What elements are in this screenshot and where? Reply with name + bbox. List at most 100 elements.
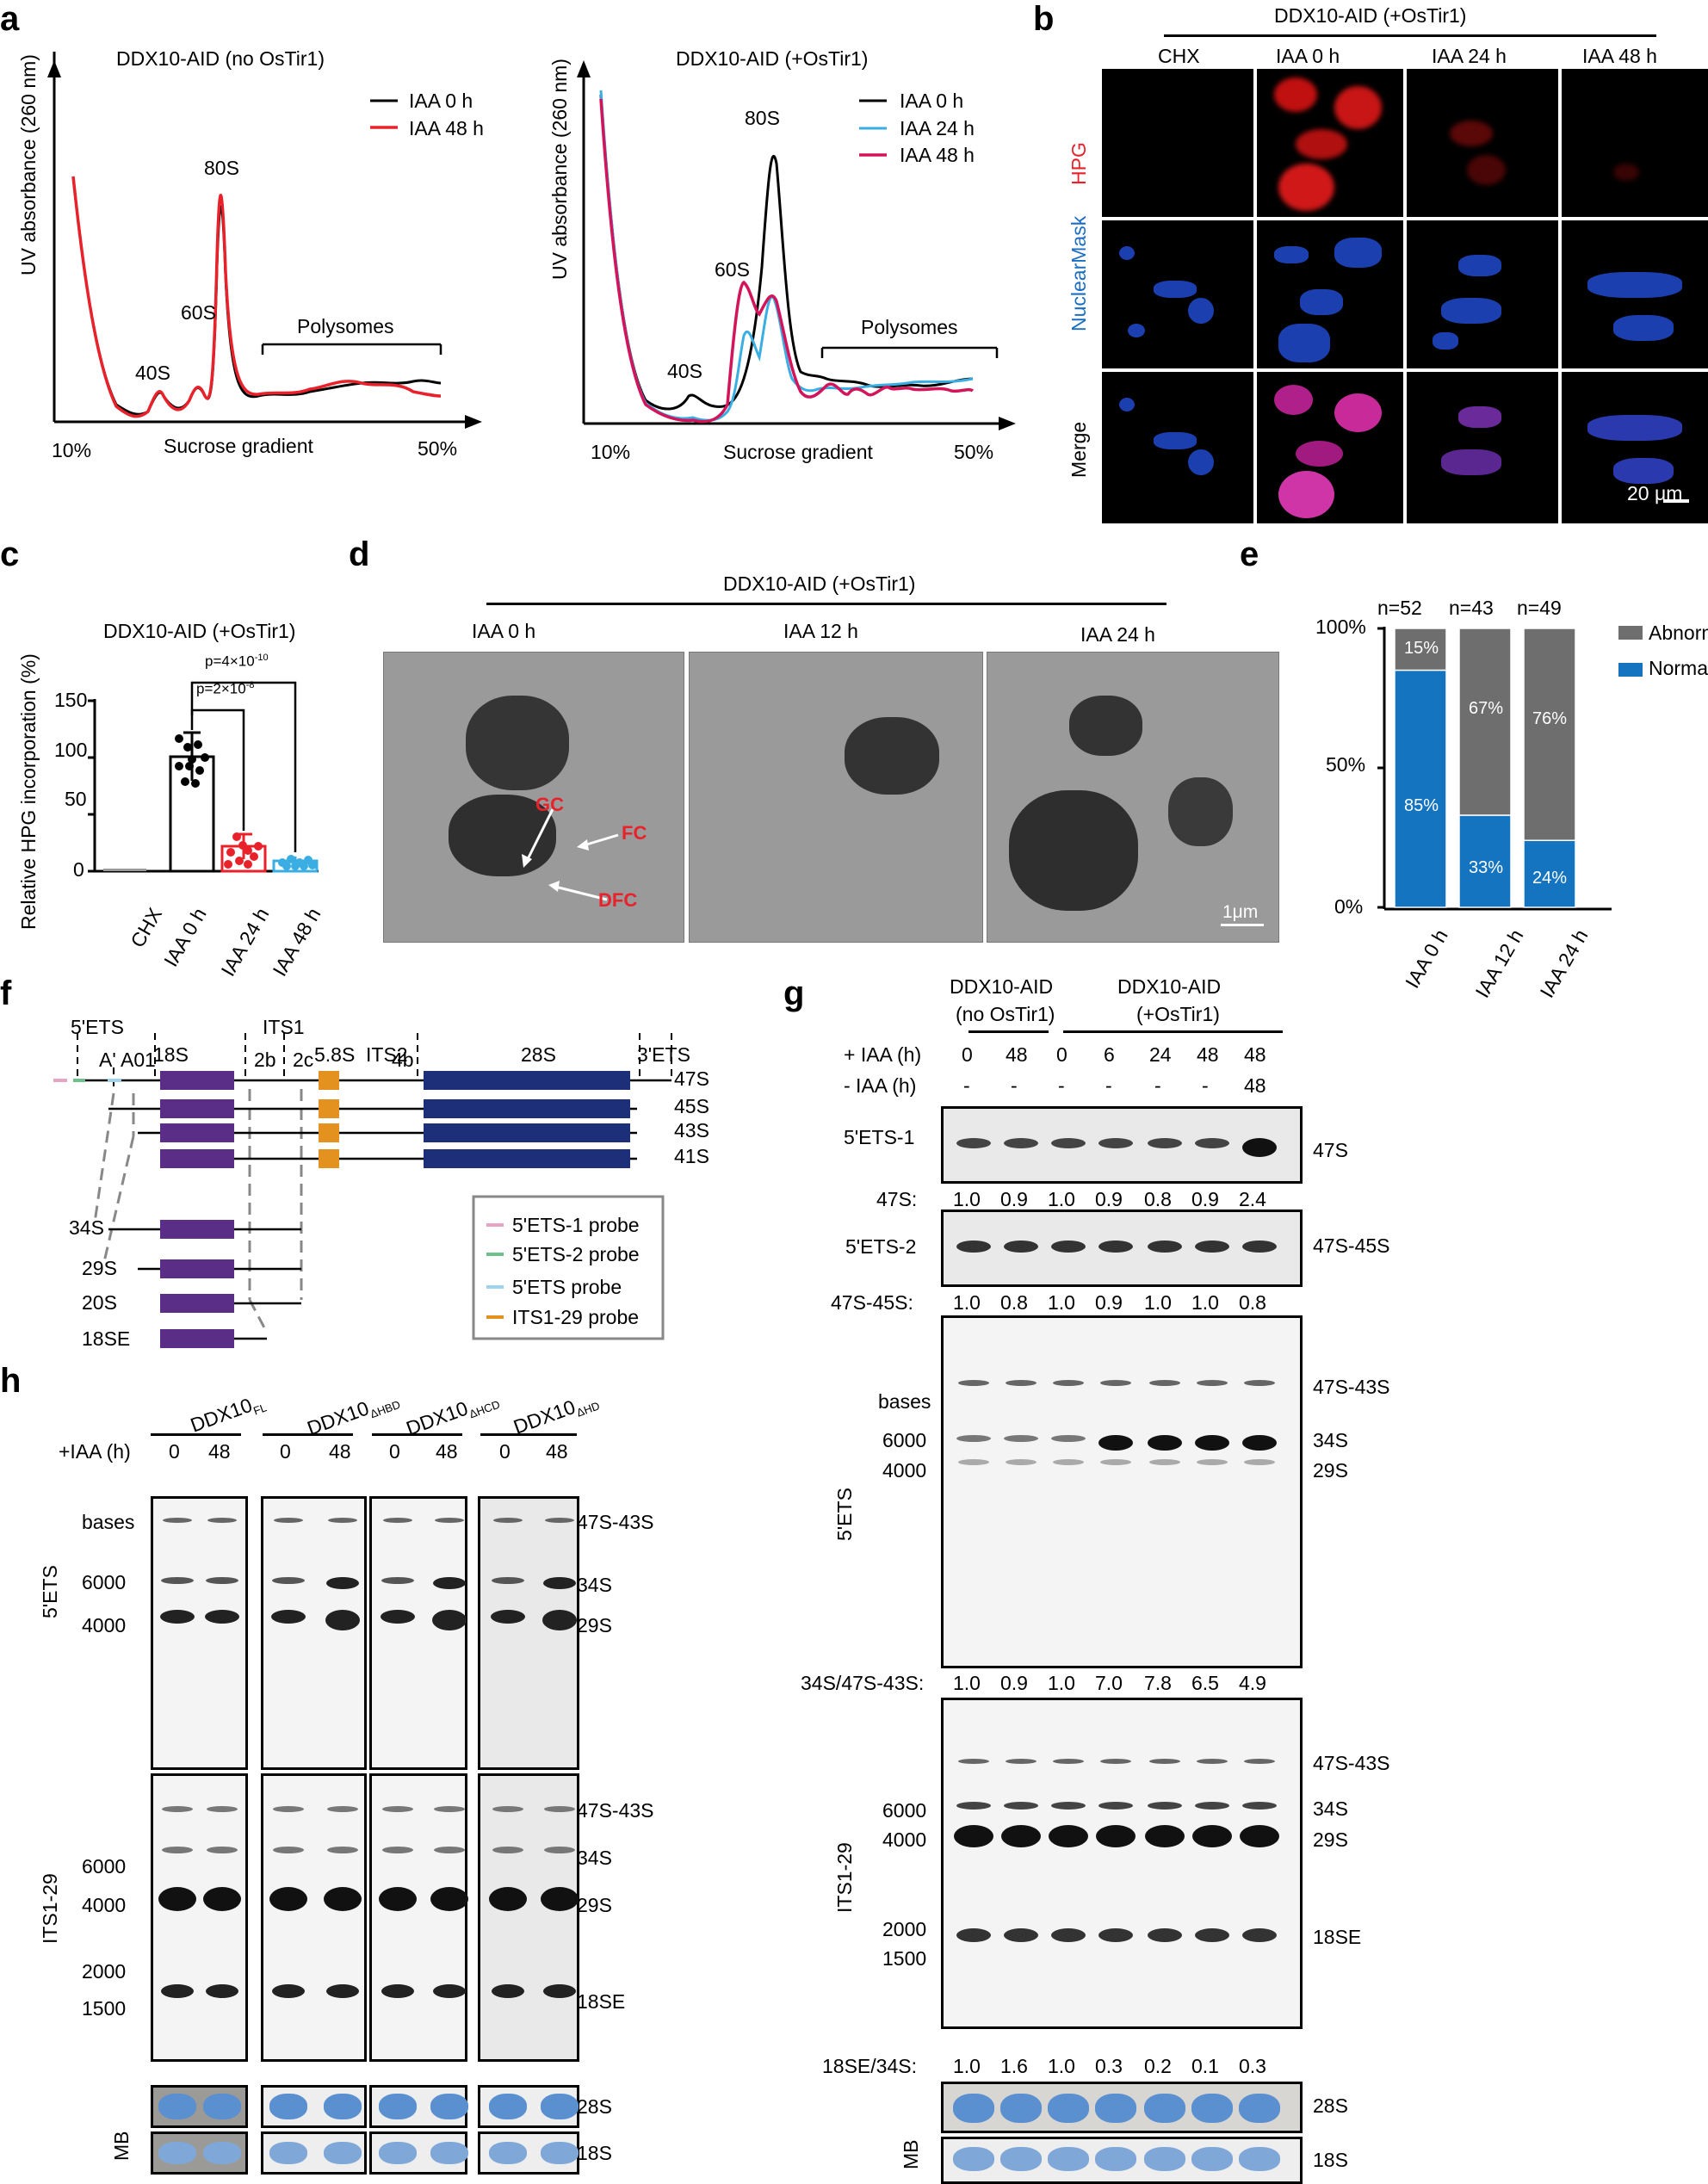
panel-label-a: a: [0, 0, 20, 38]
b-title: DDX10-AID (+OsTir1): [1274, 4, 1467, 27]
h-blot2-band-34s: [492, 1847, 523, 1853]
h-blot2-band-1: 34S: [577, 1847, 612, 1869]
h-mb-28s-dhbd: [261, 2085, 367, 2128]
g-blot2-band: [1051, 1240, 1086, 1253]
g-blot4-band-18se: [1148, 1928, 1182, 1942]
g-blot2-ratio-label: 47S-45S:: [831, 1291, 913, 1314]
panel-label-g: g: [783, 974, 805, 1012]
g-minus-iaa-lane: -: [1202, 1074, 1209, 1097]
d-col-2: IAA 24 h: [1080, 623, 1155, 646]
h-blot1-band-34s: [272, 1577, 305, 1584]
g-blot4-ratio: 0.3: [1239, 2055, 1266, 2077]
h-mb-18s-band: [430, 2142, 468, 2164]
h-blot2-band-top: [207, 1806, 238, 1812]
h-blot2-band-2: 29S: [577, 1894, 612, 1916]
e-n-0: n=52: [1377, 597, 1422, 619]
g-blot3-band-2: 29S: [1313, 1459, 1348, 1482]
h-bar-3: [480, 1433, 577, 1436]
h-bar-0: [151, 1433, 241, 1436]
a-right-40s: 40S: [667, 360, 702, 382]
h-blot1-band-0: 47S-43S: [577, 1511, 654, 1533]
h-blot2-band-29s: [324, 1887, 362, 1911]
e-bar-normal: [1394, 669, 1447, 908]
c-ytick-150: 150: [54, 689, 88, 711]
g-blot4-band-18se: [956, 1928, 991, 1942]
h-blot2-band-top: [434, 1806, 465, 1812]
e-norm-1: 33%: [1469, 858, 1504, 877]
h-lane-label: 0: [499, 1440, 511, 1463]
g-blot2-band: [1242, 1240, 1277, 1253]
g-blot2-ratio: 1.0: [1144, 1291, 1172, 1314]
g-blot2-ratio: 1.0: [953, 1291, 981, 1314]
g-blot4-band-top: [1006, 1759, 1037, 1764]
a-left-80s: 80S: [204, 157, 239, 179]
panel-label-b: b: [1033, 0, 1055, 38]
g-blot3-band-29s: [958, 1459, 989, 1465]
e-legend-abnormal: Abnormal: [1649, 622, 1708, 644]
h-blot2-m3: 2000: [82, 1960, 127, 1983]
b-img-hpg-0h: [1257, 69, 1403, 217]
h-blot2-band-18se: [272, 1984, 305, 1998]
g-blot1-band: [1195, 1138, 1229, 1148]
g-minus-iaa-lane: -: [1058, 1074, 1065, 1097]
g-blot4-band-top: [1244, 1759, 1275, 1764]
h-mb-18s-band: [203, 2142, 241, 2164]
g-blot4-band-top: [1197, 1759, 1228, 1764]
h-blot2-band-18se: [492, 1984, 524, 1998]
h-blot2-band-29s: [379, 1887, 417, 1911]
b-img-nm-0h: [1257, 220, 1403, 368]
c-ytick-0: 0: [73, 858, 84, 881]
h-blot2-m4: 1500: [82, 1997, 127, 2020]
e-n-2: n=49: [1517, 597, 1562, 619]
h-blot2-band-top: [162, 1806, 193, 1812]
d-scale: 1μm: [1222, 902, 1259, 922]
h-blot1-band-34s: [433, 1577, 466, 1589]
h-blot1-band-34s: [543, 1577, 576, 1589]
a-left-axes: [47, 52, 482, 429]
g-group1-bar: [968, 1030, 1049, 1033]
g-plus-iaa-lane: 6: [1104, 1043, 1115, 1066]
g-mb-28s-band: [1000, 2094, 1042, 2123]
g-blot-5ets: [941, 1315, 1303, 1668]
g-blot3-ratio: 1.0: [953, 1672, 981, 1694]
g-blot2-probe: 5'ETS-2: [845, 1235, 917, 1258]
g-blot4-band-34s: [1004, 1802, 1038, 1810]
h-blot2-dhbd: [261, 1773, 367, 2062]
g-mb-label: MB: [900, 2139, 922, 2170]
g-blot4-band-29s: [1001, 1825, 1041, 1847]
h-construct-0: DDX10FL: [187, 1393, 269, 1437]
b-row-merge: Merge: [1068, 421, 1090, 478]
g-blot1-ratio-label: 47S:: [876, 1188, 918, 1210]
g-blot3-band-top: [1244, 1380, 1275, 1386]
g-blot3-ratio: 4.9: [1239, 1672, 1266, 1694]
e-cat-1: IAA 12 h: [1470, 925, 1528, 1002]
g-group1: DDX10-AID: [950, 975, 1054, 998]
c-cat-1: IAA 0 h: [159, 904, 211, 971]
h-blot2-band-34s: [434, 1847, 465, 1853]
g-blot3-band-34s: [1242, 1435, 1277, 1451]
h-mb-band-0: 28S: [577, 2095, 612, 2118]
g-blot4-band-2: 29S: [1313, 1828, 1348, 1851]
h-blot2-band-34s: [162, 1847, 193, 1853]
g-mb-18s-band: [1000, 2147, 1042, 2171]
f-18se: 18SE: [82, 1327, 131, 1350]
e-n-1: n=43: [1449, 597, 1494, 619]
g-blot3-ratio: 6.5: [1191, 1672, 1219, 1694]
g-blot1-band: 47S: [1313, 1139, 1348, 1161]
g-mb-28s-band: [1144, 2094, 1185, 2123]
h-mb-28s-band: [541, 2094, 579, 2119]
f-5ets: 5'ETS: [71, 1016, 124, 1038]
g-blot1-band: [956, 1138, 991, 1148]
h-blot2-band-34s: [382, 1847, 413, 1853]
b-row-nuclearmask: NuclearMask: [1068, 215, 1090, 331]
h-mb-18s-band: [324, 2142, 362, 2164]
h-blot1-band-top: [163, 1518, 192, 1523]
h-blot2-band-18se: [381, 1984, 414, 1998]
g-blot3-ratio: 1.0: [1048, 1672, 1075, 1694]
h-blot2-band-18se: [161, 1984, 194, 1998]
h-blot1-band-34s: [161, 1577, 194, 1584]
g-blot1-ratio: 1.0: [1048, 1188, 1075, 1210]
g-blot2-band: [1098, 1240, 1133, 1253]
h-mb-label: MB: [110, 2131, 133, 2162]
e-abn-0: 15%: [1404, 639, 1439, 658]
